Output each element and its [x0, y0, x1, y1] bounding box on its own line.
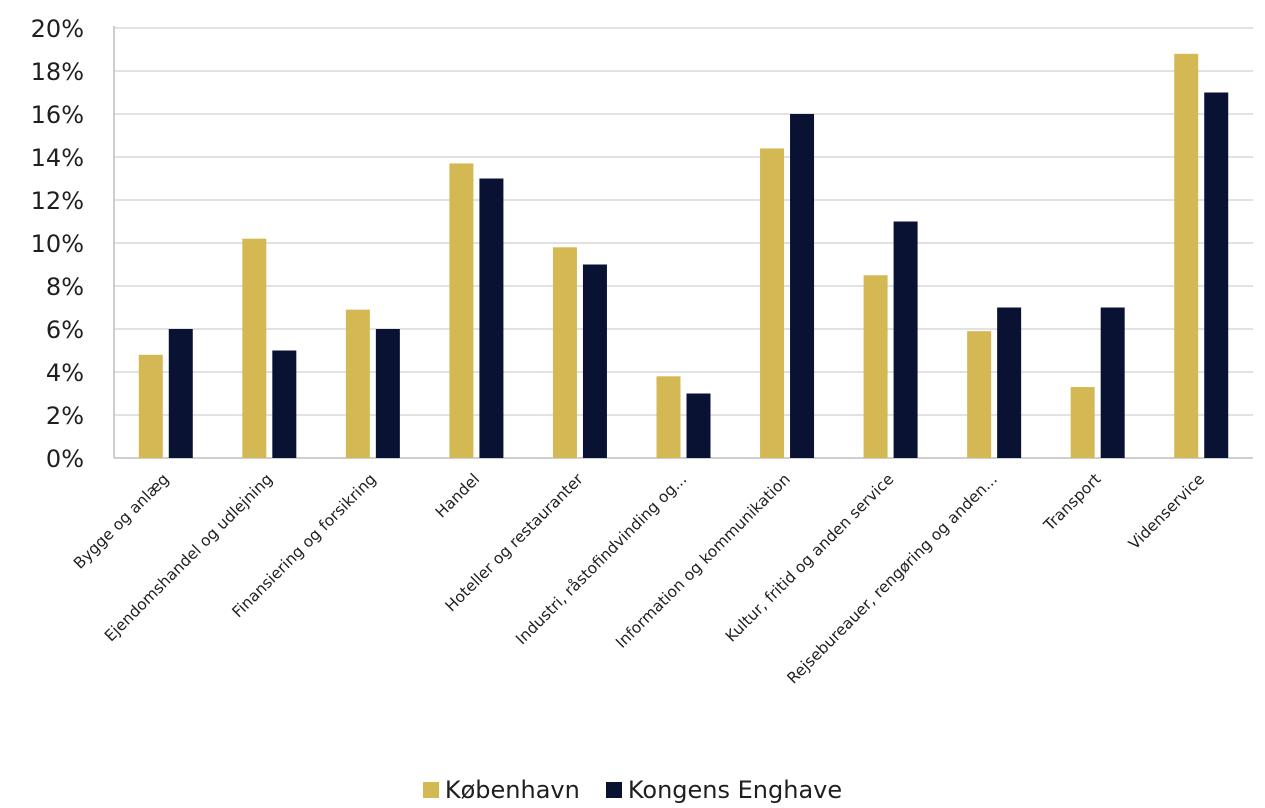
y-tick-label: 6%	[46, 316, 84, 344]
x-category-label: Industri, råstofindvinding og...	[512, 470, 690, 648]
legend-label-kobenhavn: København	[444, 776, 580, 804]
x-category-label: Ejendomshandel og udlejning	[101, 470, 276, 645]
bar-kobenhavn	[138, 354, 163, 458]
y-tick-label: 18%	[31, 58, 84, 86]
bar-chart: 0% 2% 4% 6% 8% 10% 12% 14% 16% 18% 20% Bygge og an…	[31, 15, 1253, 688]
bar-kongens-enghave	[1100, 307, 1125, 458]
bar-kongens-enghave	[168, 329, 193, 458]
y-axis-ticks: 0% 2% 4% 6% 8% 10% 12% 14% 16% 18% 20%	[31, 15, 84, 473]
x-category-label: Bygge og anlæg	[70, 470, 172, 572]
bar-kongens-enghave	[1204, 92, 1229, 458]
bar-kobenhavn	[1070, 387, 1095, 458]
bars	[138, 53, 1229, 459]
bar-kobenhavn	[863, 275, 888, 458]
legend-item-kongens-enghave: Kongens Enghave	[605, 776, 843, 804]
bar-kobenhavn	[760, 148, 785, 458]
x-category-label: Rejsebureauer, rengøring og anden...	[784, 470, 1001, 687]
legend-item-kobenhavn: København	[422, 776, 580, 804]
y-tick-label: 4%	[46, 359, 84, 387]
bar-kobenhavn	[345, 309, 370, 458]
gridlines	[113, 26, 1253, 459]
x-category-label: Videnservice	[1125, 470, 1208, 553]
y-tick-label: 16%	[31, 101, 84, 129]
y-tick-label: 14%	[31, 144, 84, 172]
bar-kobenhavn	[449, 163, 474, 458]
bar-kongens-enghave	[479, 178, 504, 458]
bar-kongens-enghave	[686, 393, 711, 458]
bar-kongens-enghave	[582, 264, 607, 458]
x-category-label: Kultur, fritid og anden service	[722, 470, 897, 645]
y-tick-label: 2%	[46, 402, 84, 430]
x-category-label: Transport	[1040, 470, 1105, 535]
bar-kobenhavn	[552, 247, 577, 458]
bar-kongens-enghave	[790, 114, 815, 458]
bar-kongens-enghave	[375, 329, 400, 458]
legend-label-kongens-enghave: Kongens Enghave	[627, 776, 843, 804]
legend-swatch-kobenhavn	[422, 782, 439, 798]
bar-kongens-enghave	[893, 221, 918, 458]
y-tick-label: 10%	[31, 230, 84, 258]
bar-kobenhavn	[967, 331, 992, 458]
y-tick-label: 8%	[46, 273, 84, 301]
legend: København Kongens Enghave	[0, 776, 1265, 804]
bar-kobenhavn	[656, 376, 681, 458]
y-tick-label: 20%	[31, 15, 84, 43]
x-category-label: Handel	[432, 470, 483, 521]
bar-kobenhavn	[1174, 53, 1199, 459]
legend-swatch-kongens-enghave	[605, 782, 622, 798]
bar-kobenhavn	[242, 238, 267, 458]
bar-kongens-enghave	[997, 307, 1022, 458]
y-tick-label: 12%	[31, 187, 84, 215]
y-tick-label: 0%	[46, 445, 84, 473]
x-category-label: Information og kommunikation	[612, 470, 794, 652]
bar-kongens-enghave	[272, 350, 297, 458]
